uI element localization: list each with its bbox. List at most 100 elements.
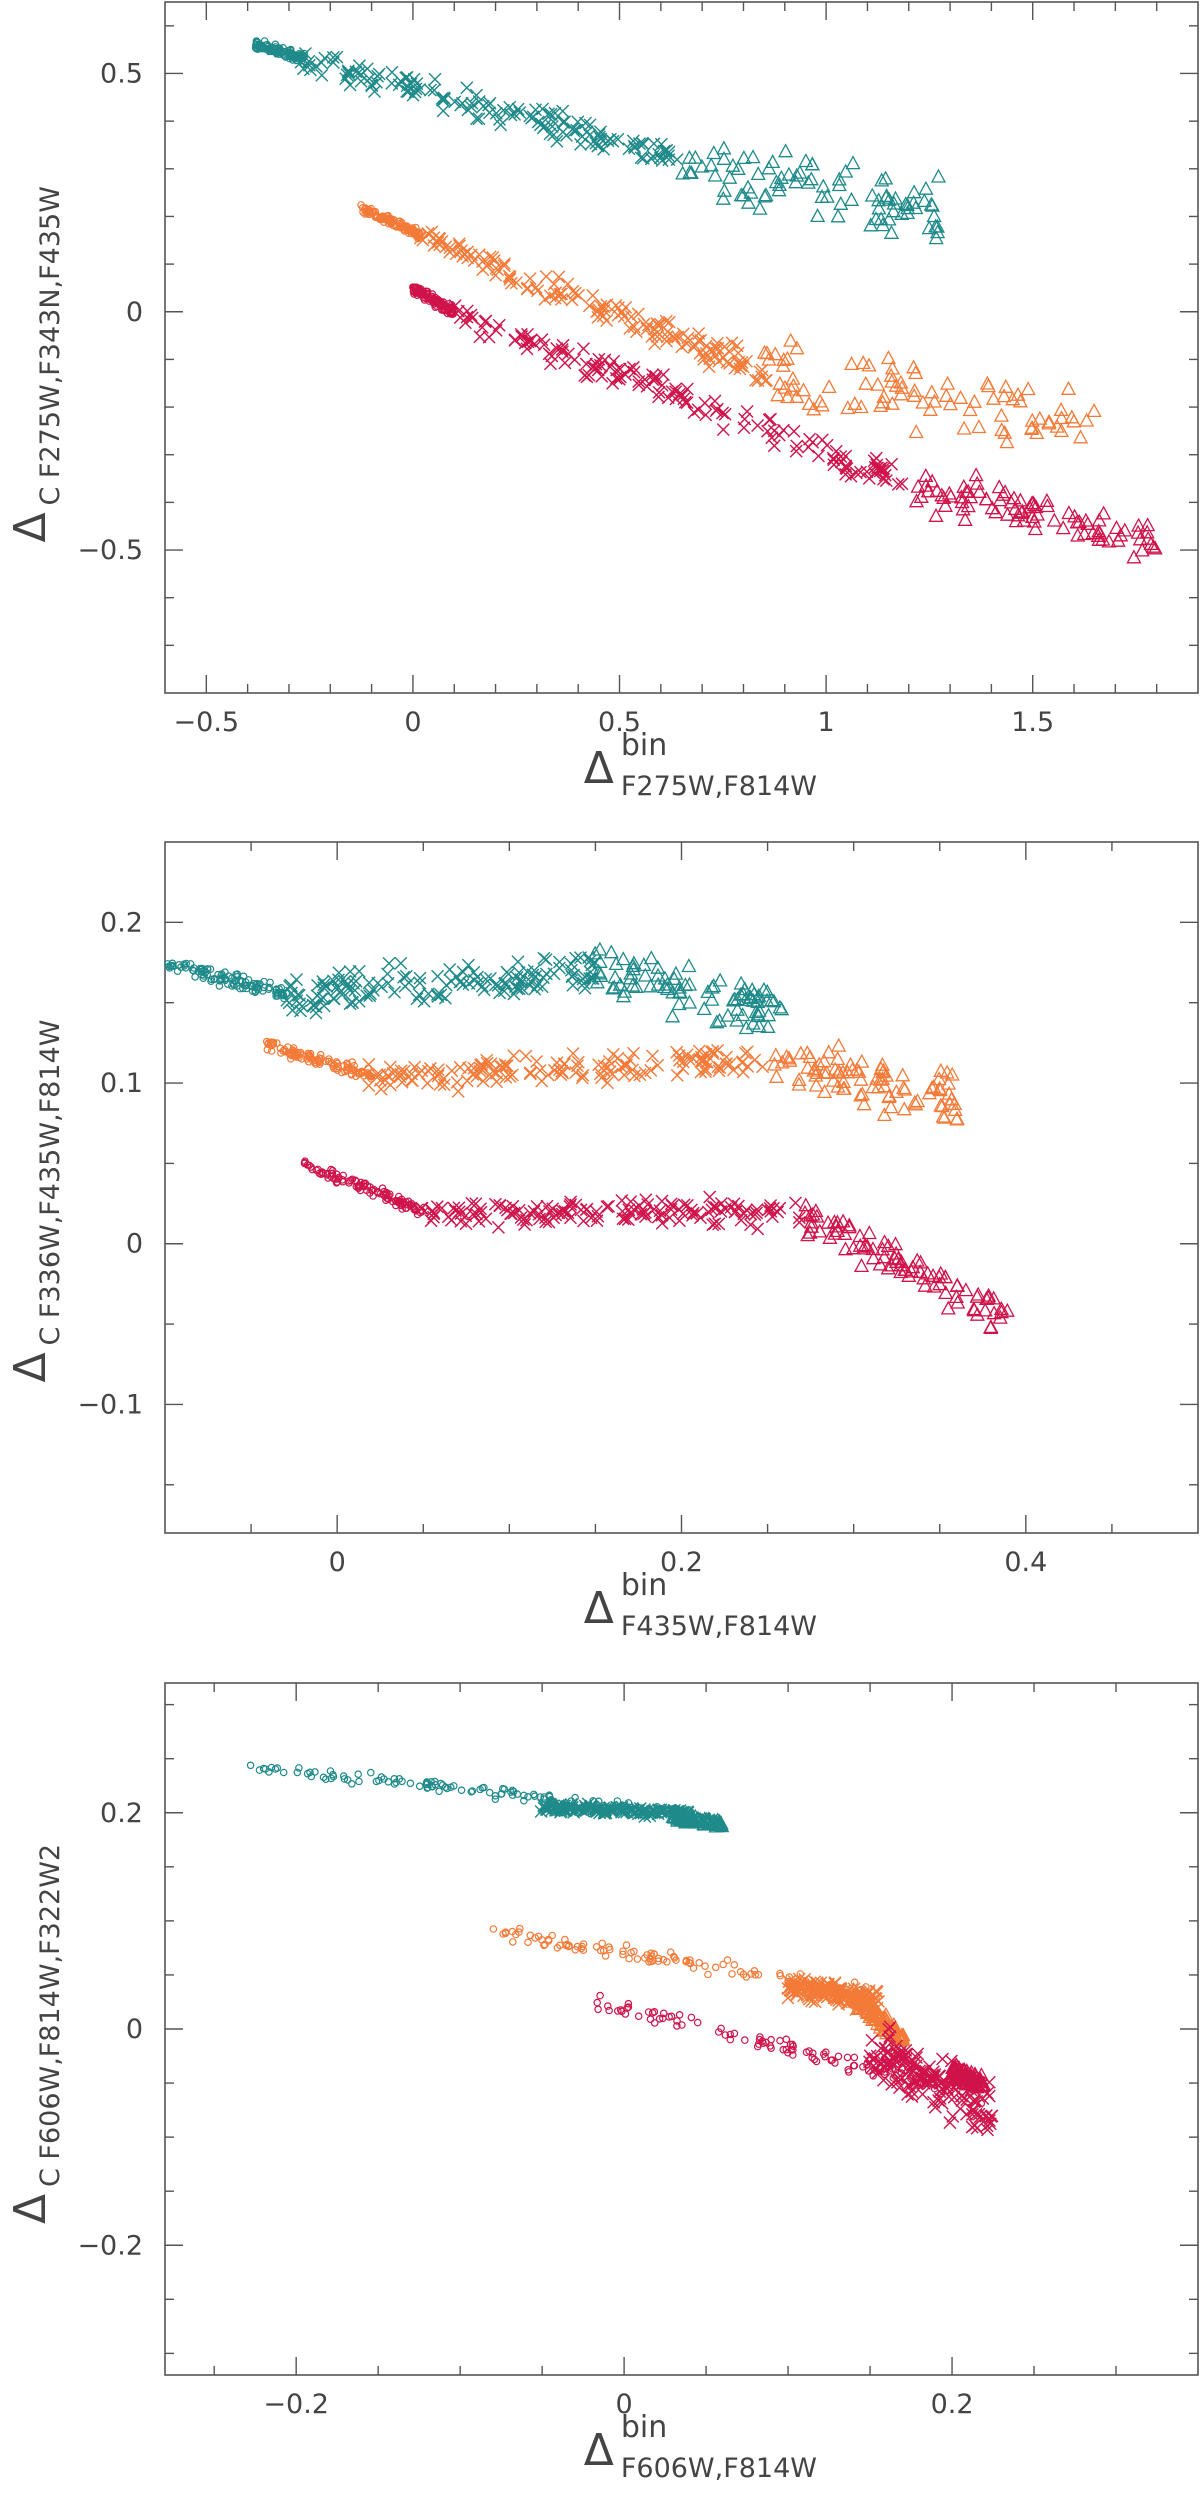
data-point <box>672 983 688 998</box>
data-point <box>354 1182 362 1191</box>
x-axis-subscript: F435W,F814W <box>621 1611 817 1642</box>
data-point <box>499 1059 513 1073</box>
data-point <box>958 483 974 498</box>
data-point <box>614 1060 628 1074</box>
data-point <box>328 1169 337 1178</box>
data-point <box>852 1228 868 1243</box>
data-point <box>962 2067 978 2082</box>
data-point <box>670 1045 684 1059</box>
data-point <box>641 1198 655 1211</box>
data-point <box>984 500 1000 515</box>
data-point <box>285 50 294 58</box>
data-point <box>1134 542 1150 557</box>
data-point <box>329 1062 337 1071</box>
data-point <box>666 970 682 985</box>
data-point <box>949 2064 965 2079</box>
data-point <box>947 2090 961 2104</box>
data-point <box>847 395 863 410</box>
data-point <box>767 439 781 453</box>
data-point <box>997 424 1013 439</box>
data-point <box>647 1952 656 1961</box>
data-point <box>802 1224 818 1239</box>
data-point <box>940 375 956 390</box>
data-point <box>756 1060 770 1074</box>
data-point <box>689 1964 698 1972</box>
data-point <box>893 2081 906 2095</box>
data-point <box>748 1004 764 1019</box>
data-point <box>707 167 723 182</box>
data-point <box>628 141 642 155</box>
data-point <box>464 100 478 114</box>
data-point <box>906 2074 920 2088</box>
data-point <box>980 378 996 393</box>
data-point <box>1064 409 1080 424</box>
data-point <box>529 1790 538 1799</box>
data-point <box>789 1196 802 1210</box>
data-point <box>564 1195 578 1209</box>
data-point <box>361 210 369 218</box>
data-point <box>888 1084 904 1099</box>
data-point <box>683 165 699 180</box>
data-point <box>456 978 470 992</box>
data-point <box>523 272 537 286</box>
data-point <box>678 2021 686 2029</box>
data-point <box>965 2120 979 2134</box>
data-point <box>735 1007 751 1022</box>
data-point <box>615 988 631 1003</box>
data-point <box>677 392 691 406</box>
y-tick-label: 0.2 <box>100 907 143 938</box>
data-point <box>692 327 706 340</box>
data-point <box>800 1227 816 1242</box>
data-point <box>577 1214 590 1228</box>
data-point <box>832 1982 846 1996</box>
data-point <box>523 1066 537 1080</box>
data-point <box>956 420 972 435</box>
data-point <box>751 1002 767 1017</box>
data-point <box>413 976 427 990</box>
data-point <box>686 1051 700 1065</box>
data-point <box>567 1805 581 1819</box>
data-point <box>910 478 926 493</box>
data-point <box>646 368 660 382</box>
data-point <box>413 971 427 985</box>
data-point <box>486 251 500 264</box>
data-point <box>768 1068 785 1083</box>
data-point <box>629 325 643 339</box>
data-point <box>853 1071 869 1086</box>
data-point <box>421 227 435 240</box>
data-point <box>613 2007 622 2015</box>
data-point <box>699 408 713 422</box>
y-tick-label: 0 <box>126 1229 143 1260</box>
data-point <box>840 400 856 415</box>
data-point <box>693 2018 702 2027</box>
data-point <box>606 979 622 994</box>
data-point <box>537 1799 551 1813</box>
data-point <box>507 1788 515 1796</box>
data-point <box>555 1802 569 1816</box>
data-point <box>600 1200 614 1214</box>
data-point <box>652 147 666 161</box>
data-point <box>280 1045 289 1054</box>
data-point <box>723 1057 737 1071</box>
data-point <box>181 963 190 972</box>
data-point <box>694 158 710 173</box>
data-point <box>728 361 742 375</box>
data-point <box>343 984 357 997</box>
data-point <box>571 1055 585 1069</box>
data-point <box>650 967 666 982</box>
data-point <box>552 270 566 284</box>
data-point <box>753 365 767 379</box>
data-point <box>687 406 701 419</box>
data-point <box>686 1208 699 1222</box>
data-point <box>922 401 938 416</box>
data-point <box>266 978 274 987</box>
data-point <box>749 373 763 387</box>
data-point <box>561 277 575 291</box>
x-tick-label: 0 <box>329 1547 346 1578</box>
data-point <box>750 166 766 181</box>
data-point <box>808 2053 816 2062</box>
data-point <box>736 1065 750 1079</box>
data-point <box>1006 490 1022 505</box>
data-point <box>476 99 490 113</box>
data-point <box>556 104 570 118</box>
